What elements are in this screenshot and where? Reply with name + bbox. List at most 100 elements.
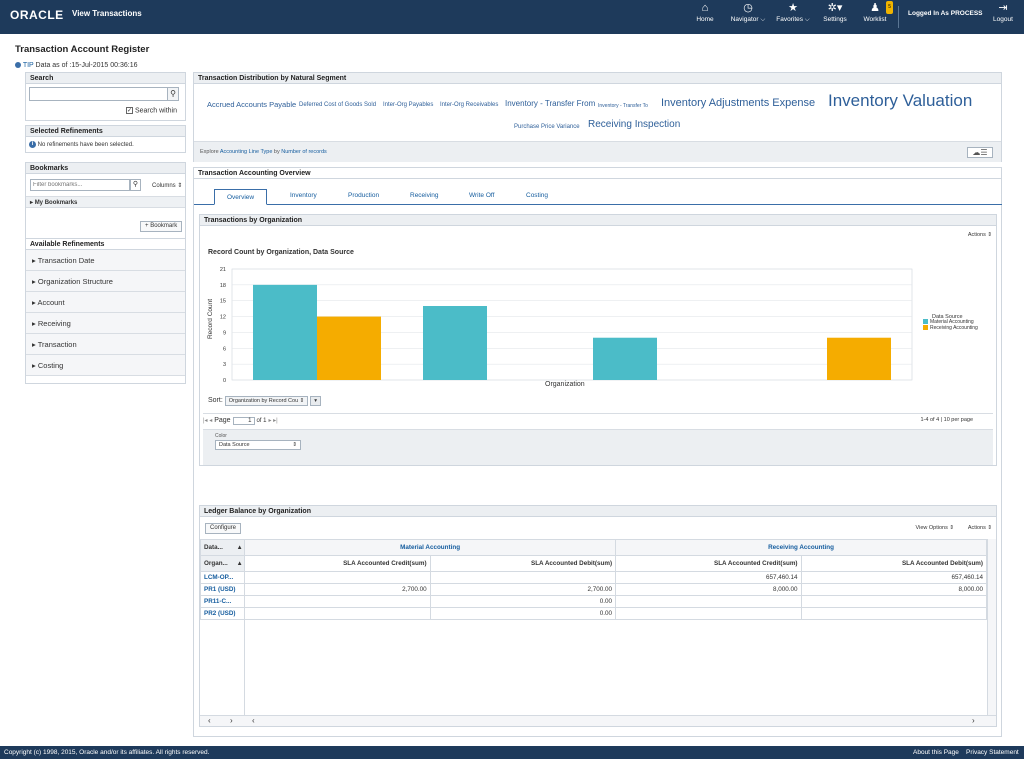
- scroll-right-icon[interactable]: ›: [972, 716, 975, 725]
- refinement-transaction-date[interactable]: ▸ Transaction Date: [26, 250, 185, 271]
- row-org[interactable]: PR2 (USD): [199, 607, 246, 620]
- privacy-link[interactable]: Privacy Statement: [966, 749, 1019, 756]
- view-toggle[interactable]: ☁☰: [967, 147, 993, 158]
- tag-inventory-valuation[interactable]: Inventory Valuation: [828, 91, 973, 110]
- selected-refinements-title: Selected Refinements: [26, 126, 185, 137]
- color-control: Color Data Source ⇕: [203, 429, 993, 465]
- cell: 8,000.00: [615, 583, 802, 596]
- tab-inventory[interactable]: Inventory: [290, 192, 317, 199]
- page-input[interactable]: 1: [232, 417, 255, 425]
- per-page-link[interactable]: 10 per page: [943, 417, 973, 423]
- refinement-account[interactable]: ▸ Account: [26, 292, 185, 313]
- tag-inventory-adjustments-expense[interactable]: Inventory Adjustments Expense: [661, 97, 816, 109]
- tab-overview[interactable]: Overview: [214, 189, 268, 205]
- tip-label[interactable]: TIP: [22, 62, 34, 69]
- worklist-badge: 5: [886, 1, 893, 14]
- tag-inventory-transfer-to[interactable]: Inventory - Transfer To: [598, 103, 648, 109]
- tip-icon: [15, 62, 21, 69]
- tag-inventory-transfer-from[interactable]: Inventory - Transfer From: [505, 99, 596, 108]
- nav-navigator[interactable]: ◷ Navigator ⌵: [730, 2, 766, 23]
- explore-measure-link[interactable]: Number of records: [281, 149, 327, 155]
- cell: 2,700.00: [244, 583, 431, 596]
- cell: [244, 571, 431, 584]
- navigator-icon: ◷: [743, 2, 753, 14]
- configure-button[interactable]: Configure: [205, 523, 242, 534]
- search-button[interactable]: ⚲: [167, 87, 179, 101]
- horizontal-scrollbar[interactable]: ‹ › ‹ ›: [200, 715, 996, 726]
- scroll-left-icon[interactable]: ‹: [252, 716, 255, 725]
- logout-button[interactable]: ⇥ Logout: [990, 2, 1016, 23]
- expand-icon: ▸: [32, 340, 38, 349]
- search-input[interactable]: [29, 87, 169, 101]
- sort-icon: ▴: [237, 560, 242, 567]
- vertical-scrollbar[interactable]: [987, 539, 996, 715]
- tag-inter-org-receivables[interactable]: Inter-Org Receivables: [440, 102, 499, 108]
- search-within[interactable]: ✓ Search within: [126, 107, 177, 115]
- header-data-source[interactable]: Data... ▴: [199, 539, 246, 556]
- nav-worklist[interactable]: ♟ 5 Worklist: [863, 1, 893, 23]
- search-within-checkbox[interactable]: ✓: [126, 107, 133, 114]
- tag-accrued-accounts-payable[interactable]: Accrued Accounts Payable: [207, 100, 297, 109]
- tag-purchase-price-variance[interactable]: Purchase Price Variance: [514, 124, 580, 130]
- sort-select[interactable]: Organization by Record Cou ⇕: [224, 396, 309, 406]
- row-org[interactable]: LCM-OP...: [199, 571, 246, 584]
- chart-actions-menu[interactable]: Actions ⇕: [967, 232, 992, 238]
- my-bookmarks-row[interactable]: ▸ My Bookmarks: [26, 196, 185, 208]
- tab-production[interactable]: Production: [348, 192, 380, 199]
- legend-label: Material Accounting: [930, 319, 974, 325]
- refinement-receiving[interactable]: ▸ Receiving: [26, 313, 185, 334]
- nav-favorites[interactable]: ★ Favorites ⌵: [776, 2, 810, 23]
- row-org[interactable]: PR11-C...: [199, 595, 246, 608]
- tab-write-off[interactable]: Write Off: [469, 192, 495, 199]
- bar: [317, 316, 381, 380]
- available-refinements-panel: Available Refinements ▸ Transaction Date…: [25, 238, 186, 384]
- columns-dropdown[interactable]: Columns ⇕: [152, 183, 183, 189]
- tag-deferred-cogs[interactable]: Deferred Cost of Goods Sold: [299, 102, 377, 108]
- home-icon: ⌂: [701, 2, 709, 14]
- tag-receiving-inspection[interactable]: Receiving Inspection: [588, 119, 681, 130]
- info-icon: i: [29, 141, 36, 148]
- app-title: View Transactions: [72, 9, 142, 18]
- logged-in-label: Logged In As PROCESS: [908, 10, 983, 17]
- expand-icon: ▸: [32, 319, 38, 328]
- header-organization[interactable]: Organ... ▴: [199, 555, 246, 572]
- legend-label: Receiving Accounting: [930, 325, 978, 331]
- bar: [593, 337, 657, 380]
- bookmarks-title: Bookmarks: [26, 163, 185, 174]
- bar: [423, 306, 487, 380]
- table-subheader-row: Organ... ▴ SLA Accounted Credit(sum) SLA…: [199, 555, 988, 572]
- ledger-actions-menu[interactable]: Actions ⇕: [967, 525, 992, 531]
- refinement-costing[interactable]: ▸ Costing: [26, 355, 185, 376]
- view-options-menu[interactable]: View Options ⇕: [915, 525, 954, 531]
- nav-home[interactable]: ⌂ Home: [694, 2, 716, 23]
- next-page-icon[interactable]: ▸ ▸|: [268, 418, 278, 424]
- color-select[interactable]: Data Source ⇕: [215, 440, 301, 450]
- search-icon: ⚲: [170, 89, 176, 98]
- bookmark-filter-input[interactable]: [30, 179, 130, 191]
- about-link[interactable]: About this Page: [913, 749, 959, 756]
- y-tick-label: 3: [223, 362, 226, 368]
- sort-direction-button[interactable]: ▾: [310, 396, 322, 406]
- distribution-panel: Transaction Distribution by Natural Segm…: [193, 72, 1002, 162]
- nav-settings[interactable]: ✲▾ Settings: [823, 2, 847, 23]
- scroll-right-icon[interactable]: ›: [230, 716, 233, 725]
- refinement-organization-structure[interactable]: ▸ Organization Structure: [26, 271, 185, 292]
- refinement-transaction[interactable]: ▸ Transaction: [26, 334, 185, 355]
- tab-costing[interactable]: Costing: [526, 192, 549, 199]
- explore-field-link[interactable]: Accounting Line Type: [219, 149, 273, 155]
- expand-icon: ▸: [32, 361, 38, 370]
- bar: [827, 337, 891, 380]
- column-divider: [244, 620, 245, 715]
- expand-icon: ▸: [32, 256, 38, 265]
- scroll-left-icon[interactable]: ‹: [208, 716, 211, 725]
- tab-receiving[interactable]: Receiving: [410, 192, 439, 199]
- expand-icon: ▸: [32, 277, 38, 286]
- legend-swatch: [923, 325, 928, 330]
- row-org[interactable]: PR1 (USD): [199, 583, 246, 596]
- tag-inter-org-payables[interactable]: Inter-Org Payables: [383, 102, 434, 108]
- bookmark-search-button[interactable]: ⚲: [130, 179, 141, 191]
- add-bookmark-button[interactable]: + Bookmark: [140, 221, 183, 232]
- overview-title: Transaction Accounting Overview: [194, 168, 1001, 179]
- first-page-icon[interactable]: |◂ ◂: [203, 418, 213, 424]
